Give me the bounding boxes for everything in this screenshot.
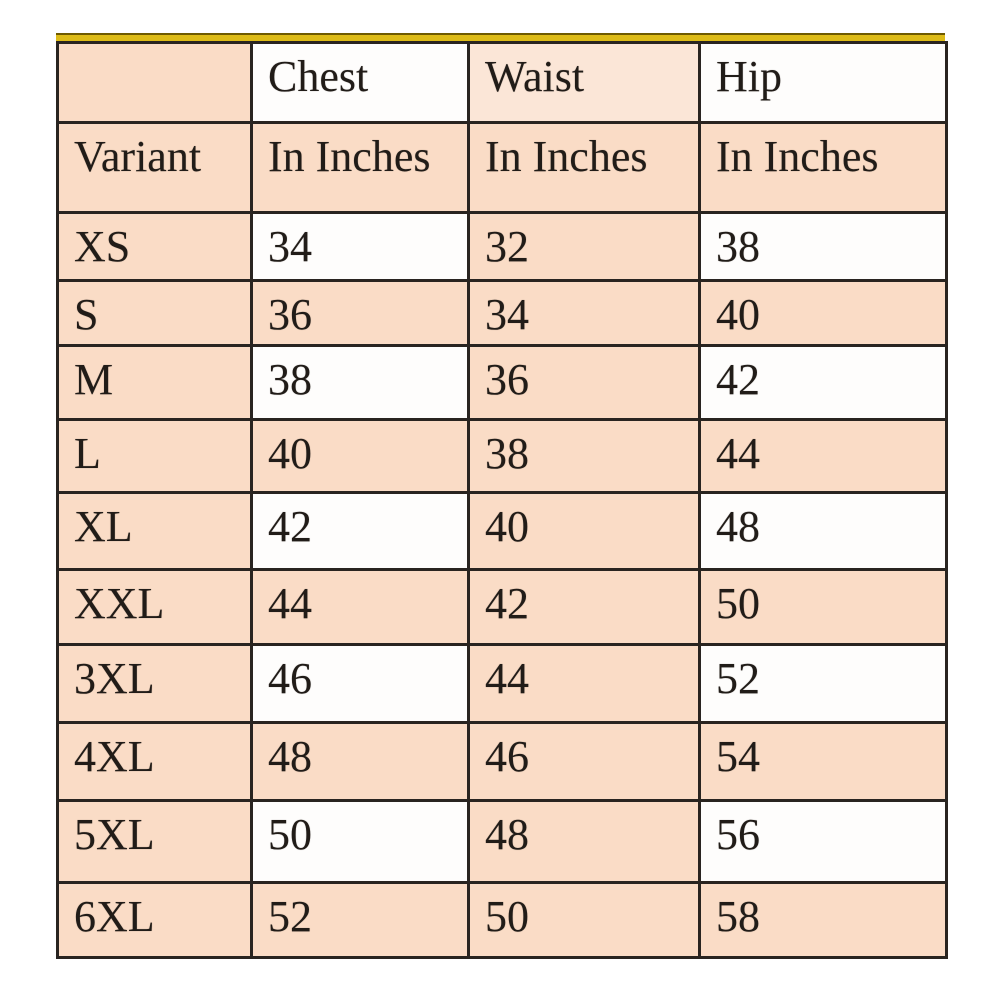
cell-hip: 40 bbox=[698, 278, 948, 348]
header-row-measure: Chest Waist Hip bbox=[56, 41, 948, 124]
cell-hip: 58 bbox=[698, 881, 948, 960]
cell-variant: S bbox=[56, 278, 253, 348]
table-row: XL 42 40 48 bbox=[56, 491, 948, 572]
cell-chest: 40 bbox=[250, 418, 470, 495]
cell-hip: 52 bbox=[698, 643, 948, 725]
cell-chest: 34 bbox=[250, 211, 470, 282]
cell-waist: 34 bbox=[467, 278, 701, 348]
cell-variant: 3XL bbox=[56, 643, 253, 725]
cell-chest: 50 bbox=[250, 799, 470, 885]
cell-chest: 44 bbox=[250, 568, 470, 647]
cell-variant: 5XL bbox=[56, 799, 253, 885]
header-cell-hip: Hip bbox=[698, 41, 948, 124]
cell-chest: 38 bbox=[250, 344, 470, 422]
header-cell-chest: Chest bbox=[250, 41, 470, 124]
table-row: XXL 44 42 50 bbox=[56, 568, 948, 647]
cell-chest: 46 bbox=[250, 643, 470, 725]
size-chart: Chest Waist Hip Variant In Inches In Inc… bbox=[56, 33, 948, 960]
cell-variant: XXL bbox=[56, 568, 253, 647]
cell-waist: 50 bbox=[467, 881, 701, 960]
cell-hip: 50 bbox=[698, 568, 948, 647]
cell-chest: 36 bbox=[250, 278, 470, 348]
cell-chest: 48 bbox=[250, 721, 470, 803]
table-row: 3XL 46 44 52 bbox=[56, 643, 948, 725]
cell-variant: XS bbox=[56, 211, 253, 282]
header-cell-variant: Variant bbox=[56, 121, 253, 214]
gold-accent-bar bbox=[56, 33, 945, 41]
cell-waist: 40 bbox=[467, 491, 701, 572]
header-cell-hip-inches: In Inches bbox=[698, 121, 948, 214]
cell-hip: 48 bbox=[698, 491, 948, 572]
cell-hip: 44 bbox=[698, 418, 948, 495]
cell-waist: 42 bbox=[467, 568, 701, 647]
cell-variant: 6XL bbox=[56, 881, 253, 960]
cell-waist: 46 bbox=[467, 721, 701, 803]
size-chart-table: Chest Waist Hip Variant In Inches In Inc… bbox=[56, 41, 948, 960]
table-row: 4XL 48 46 54 bbox=[56, 721, 948, 803]
table-row: L 40 38 44 bbox=[56, 418, 948, 495]
header-row-units: Variant In Inches In Inches In Inches bbox=[56, 121, 948, 214]
header-cell-waist: Waist bbox=[467, 41, 701, 124]
header-cell-waist-inches: In Inches bbox=[467, 121, 701, 214]
cell-chest: 52 bbox=[250, 881, 470, 960]
cell-waist: 48 bbox=[467, 799, 701, 885]
cell-hip: 54 bbox=[698, 721, 948, 803]
header-cell-chest-inches: In Inches bbox=[250, 121, 470, 214]
table-row: 5XL 50 48 56 bbox=[56, 799, 948, 885]
cell-hip: 38 bbox=[698, 211, 948, 282]
cell-waist: 36 bbox=[467, 344, 701, 422]
cell-waist: 44 bbox=[467, 643, 701, 725]
cell-waist: 32 bbox=[467, 211, 701, 282]
table-row: XS 34 32 38 bbox=[56, 211, 948, 282]
cell-variant: M bbox=[56, 344, 253, 422]
table-row: S 36 34 40 bbox=[56, 278, 948, 348]
cell-variant: 4XL bbox=[56, 721, 253, 803]
cell-chest: 42 bbox=[250, 491, 470, 572]
cell-waist: 38 bbox=[467, 418, 701, 495]
cell-variant: XL bbox=[56, 491, 253, 572]
table-row: M 38 36 42 bbox=[56, 344, 948, 422]
cell-hip: 56 bbox=[698, 799, 948, 885]
header-cell-blank bbox=[56, 41, 253, 124]
cell-variant: L bbox=[56, 418, 253, 495]
table-row: 6XL 52 50 58 bbox=[56, 881, 948, 960]
cell-hip: 42 bbox=[698, 344, 948, 422]
